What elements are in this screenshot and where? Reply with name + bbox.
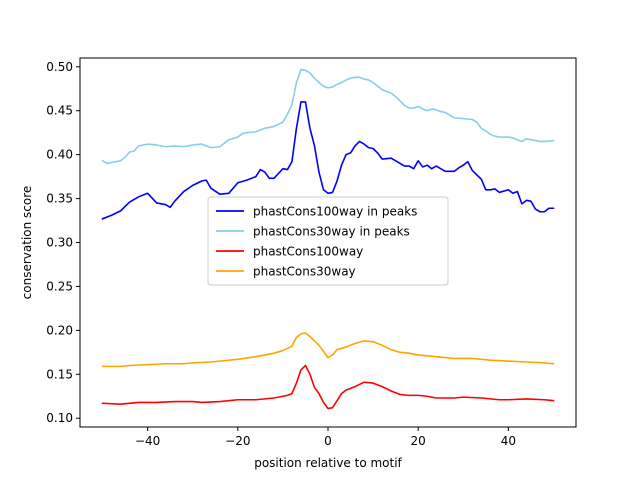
- y-tick-label: 0.20: [46, 323, 73, 337]
- x-tick-label: 40: [501, 434, 516, 448]
- y-tick-label: 0.40: [46, 148, 73, 162]
- x-axis: −40 −20 0 20 40: [135, 427, 516, 448]
- x-tick-label: 20: [411, 434, 426, 448]
- y-axis: 0.10 0.15 0.20 0.25 0.30 0.35 0.40 0.45 0.50: [46, 60, 80, 425]
- y-tick-label: 0.30: [46, 236, 73, 250]
- legend-label: phastCons30way in peaks: [253, 225, 410, 239]
- y-tick-label: 0.25: [46, 279, 73, 293]
- series-line-2: [101, 364, 555, 410]
- y-tick-label: 0.10: [46, 411, 73, 425]
- y-tick-label: 0.50: [46, 60, 73, 74]
- series-line-1: [101, 68, 555, 165]
- x-axis-label: position relative to motif: [254, 456, 402, 470]
- legend: phastCons100way in peaks phastCons30way i…: [207, 196, 449, 286]
- legend-box: [207, 196, 449, 286]
- legend-label: phastCons30way: [253, 265, 356, 279]
- x-tick-label: −20: [225, 434, 250, 448]
- legend-label: phastCons100way: [253, 245, 363, 259]
- y-tick-label: 0.15: [46, 367, 73, 381]
- y-tick-label: 0.45: [46, 104, 73, 118]
- y-axis-label: conservation score: [20, 186, 34, 300]
- x-tick-label: 0: [324, 434, 332, 448]
- legend-label: phastCons100way in peaks: [253, 205, 417, 219]
- x-tick-label: −40: [135, 434, 160, 448]
- series-line-0: [101, 101, 555, 220]
- y-tick-label: 0.35: [46, 192, 73, 206]
- series-lines-layer: [101, 68, 555, 410]
- series-line-3: [101, 332, 555, 368]
